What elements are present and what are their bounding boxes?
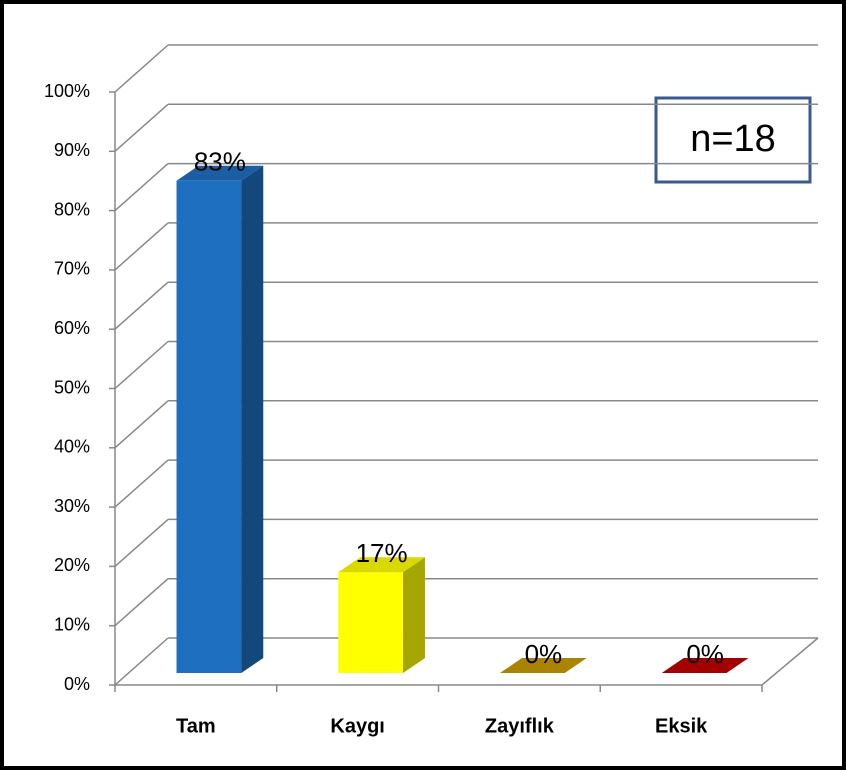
grid-line bbox=[114, 222, 169, 271]
bar-shade bbox=[500, 658, 587, 673]
y-tick-label: 10% bbox=[54, 614, 90, 634]
bar bbox=[338, 572, 403, 673]
x-tick-label: Kaygı bbox=[330, 715, 384, 737]
bar-shade bbox=[661, 658, 749, 673]
bar-shade bbox=[241, 165, 264, 673]
grid-line bbox=[114, 578, 169, 627]
grid-line bbox=[114, 459, 169, 508]
grid-line bbox=[114, 637, 169, 686]
y-tick-label: 80% bbox=[54, 199, 90, 219]
grid-line bbox=[114, 163, 169, 212]
y-tick-label: 90% bbox=[54, 140, 90, 160]
y-tick-label: 70% bbox=[54, 259, 90, 279]
bar-shade bbox=[402, 557, 425, 673]
x-tick-label: Eksik bbox=[655, 715, 708, 737]
bar bbox=[176, 180, 242, 673]
value-label: 17% bbox=[356, 538, 408, 568]
bar-side bbox=[402, 557, 425, 673]
x-tick-label: Tam bbox=[176, 715, 216, 737]
grid-line bbox=[114, 103, 169, 152]
annotation-box bbox=[654, 96, 812, 184]
bar-top bbox=[500, 658, 587, 673]
y-tick-label: 50% bbox=[54, 377, 90, 397]
y-tick-label: 100% bbox=[44, 81, 90, 101]
grid-line bbox=[114, 400, 169, 449]
bar-shade bbox=[176, 165, 264, 181]
value-label: 83% bbox=[194, 147, 246, 177]
y-tick-label: 0% bbox=[64, 674, 90, 694]
grid-line bbox=[114, 44, 169, 93]
bar-top bbox=[661, 658, 749, 673]
annotation: n=18 bbox=[690, 118, 776, 160]
grid-line bbox=[114, 340, 169, 390]
bar-shade bbox=[338, 557, 425, 573]
y-tick-label: 30% bbox=[54, 496, 90, 516]
grid-line bbox=[114, 518, 169, 567]
y-tick-label: 40% bbox=[54, 437, 90, 457]
x-tick-label: Zayıflık bbox=[485, 715, 555, 737]
value-label: 0% bbox=[525, 639, 563, 669]
bar-top bbox=[176, 165, 264, 181]
y-tick-label: 20% bbox=[54, 555, 90, 575]
value-label: 0% bbox=[686, 639, 724, 669]
bar-side bbox=[241, 165, 264, 673]
y-tick-label: 60% bbox=[54, 318, 90, 338]
grid-line bbox=[114, 281, 169, 330]
bar-top bbox=[338, 557, 425, 573]
